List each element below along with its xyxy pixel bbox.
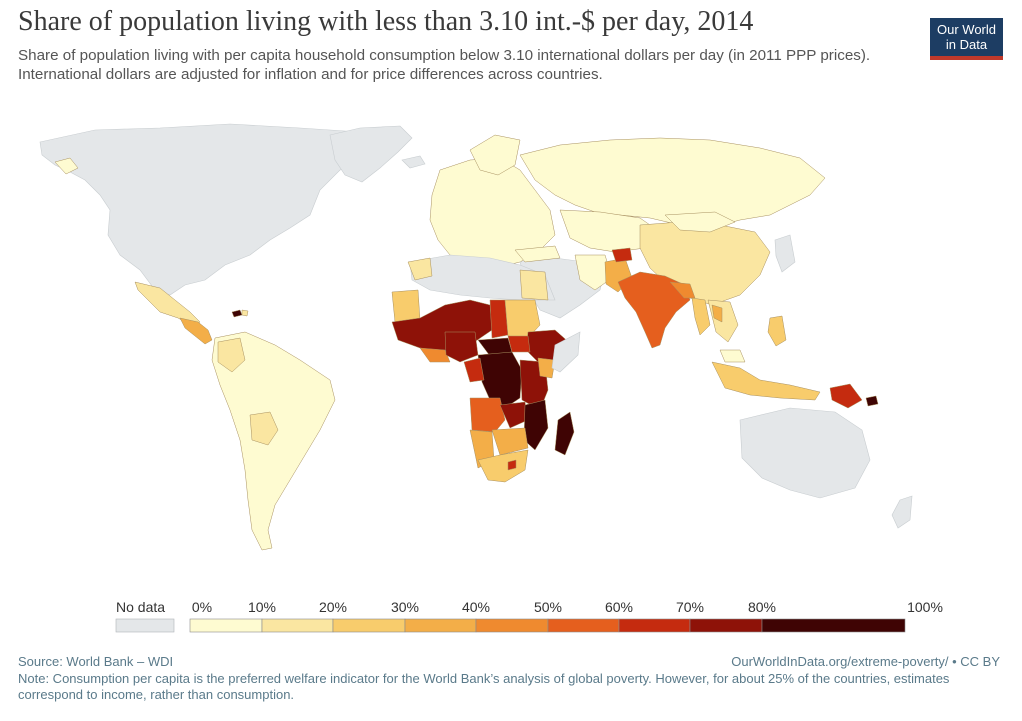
region-myanmar[interactable] xyxy=(691,297,711,336)
color-legend: No data 0% 10% 20% 30% 40% 50% 60% 70% 80% 100% xyxy=(115,599,943,633)
legend-tick-label: 100% xyxy=(907,599,943,615)
chart-subtitle: Share of population living with per capi… xyxy=(18,47,871,83)
legend-tick-label: 10% xyxy=(248,599,276,615)
region-iran[interactable] xyxy=(574,254,613,291)
legend-bin xyxy=(261,618,334,633)
region-nepal-bangladesh[interactable] xyxy=(669,281,696,299)
region-new-zealand[interactable] xyxy=(891,495,913,529)
legend-bin xyxy=(547,618,620,633)
region-central-america[interactable] xyxy=(179,317,213,345)
region-alaska[interactable] xyxy=(54,157,79,175)
region-mozambique[interactable] xyxy=(523,399,549,451)
legend-bin xyxy=(332,618,406,633)
legend-color-bins xyxy=(189,618,906,633)
region-congo-basin[interactable] xyxy=(477,351,523,409)
region-india[interactable] xyxy=(617,271,691,349)
region-philippines[interactable] xyxy=(767,315,787,347)
legend-tick-label: 0% xyxy=(192,599,212,615)
region-papua-new-guinea[interactable] xyxy=(829,383,863,409)
region-laos[interactable] xyxy=(711,304,723,323)
legend-tick-label: 20% xyxy=(319,599,347,615)
region-south-sudan[interactable] xyxy=(507,335,531,353)
legend-bin xyxy=(689,618,763,633)
region-scandinavia[interactable] xyxy=(469,134,521,176)
region-solomon-islands[interactable] xyxy=(865,395,879,407)
region-dominican-republic[interactable] xyxy=(241,309,249,317)
region-haiti[interactable] xyxy=(231,309,243,318)
logo-line-2: in Data xyxy=(945,37,988,52)
legend-tick-label: 70% xyxy=(676,599,704,615)
region-greenland[interactable] xyxy=(329,125,413,183)
region-malaysia[interactable] xyxy=(719,349,746,363)
legend-tick-label: 40% xyxy=(462,599,490,615)
legend-tick-label: 30% xyxy=(391,599,419,615)
legend-bin xyxy=(475,618,549,633)
region-afghanistan[interactable] xyxy=(611,247,633,263)
region-mauritania[interactable] xyxy=(391,289,421,323)
logo-line-1: Our World xyxy=(937,22,996,37)
region-gabon-congo[interactable] xyxy=(463,357,485,383)
region-bolivia[interactable] xyxy=(249,411,279,446)
region-madagascar[interactable] xyxy=(554,411,575,456)
legend-no-data-label: No data xyxy=(116,599,165,615)
region-botswana-zimbabwe[interactable] xyxy=(491,427,529,456)
legend-bin xyxy=(761,618,906,633)
region-south-america[interactable] xyxy=(211,331,336,551)
region-somalia[interactable] xyxy=(551,331,581,373)
region-australia[interactable] xyxy=(739,407,871,499)
legend-tick-labels: 0% 10% 20% 30% 40% 50% 60% 70% 80% 100% xyxy=(192,599,943,615)
world-map[interactable] xyxy=(0,100,1022,580)
region-zambia[interactable] xyxy=(499,401,529,429)
region-mongolia[interactable] xyxy=(664,211,736,233)
chart-title: Share of population living with less tha… xyxy=(18,6,754,37)
region-egypt[interactable] xyxy=(519,269,549,301)
source-url-link[interactable]: OurWorldInData.org/extreme-poverty/ • CC… xyxy=(731,654,1000,669)
region-south-africa[interactable] xyxy=(477,449,529,483)
legend-tick-label: 60% xyxy=(605,599,633,615)
region-north-africa[interactable] xyxy=(409,254,556,301)
legend-bin xyxy=(189,618,263,633)
region-morocco[interactable] xyxy=(407,257,433,281)
region-angola[interactable] xyxy=(469,397,506,433)
legend-tick-label: 50% xyxy=(534,599,562,615)
region-nigeria[interactable] xyxy=(444,331,479,363)
region-japan[interactable] xyxy=(774,234,796,273)
region-russia[interactable] xyxy=(519,137,826,229)
legend-bin xyxy=(404,618,477,633)
legend-bin xyxy=(618,618,691,633)
legend-tick-label: 80% xyxy=(748,599,776,615)
region-lesotho[interactable] xyxy=(507,459,517,471)
region-iceland[interactable] xyxy=(401,155,426,169)
legend-no-data-swatch xyxy=(115,618,175,633)
footnote: Note: Consumption per capita is the pref… xyxy=(18,671,950,702)
our-world-in-data-logo[interactable]: Our World in Data xyxy=(930,18,1003,60)
region-turkey[interactable] xyxy=(514,245,561,263)
region-guinea-coast[interactable] xyxy=(419,347,451,363)
source-text: Source: World Bank – WDI xyxy=(18,654,174,669)
region-colombia[interactable] xyxy=(217,337,246,373)
region-indonesia[interactable] xyxy=(711,361,821,401)
region-kenya[interactable] xyxy=(537,357,556,379)
